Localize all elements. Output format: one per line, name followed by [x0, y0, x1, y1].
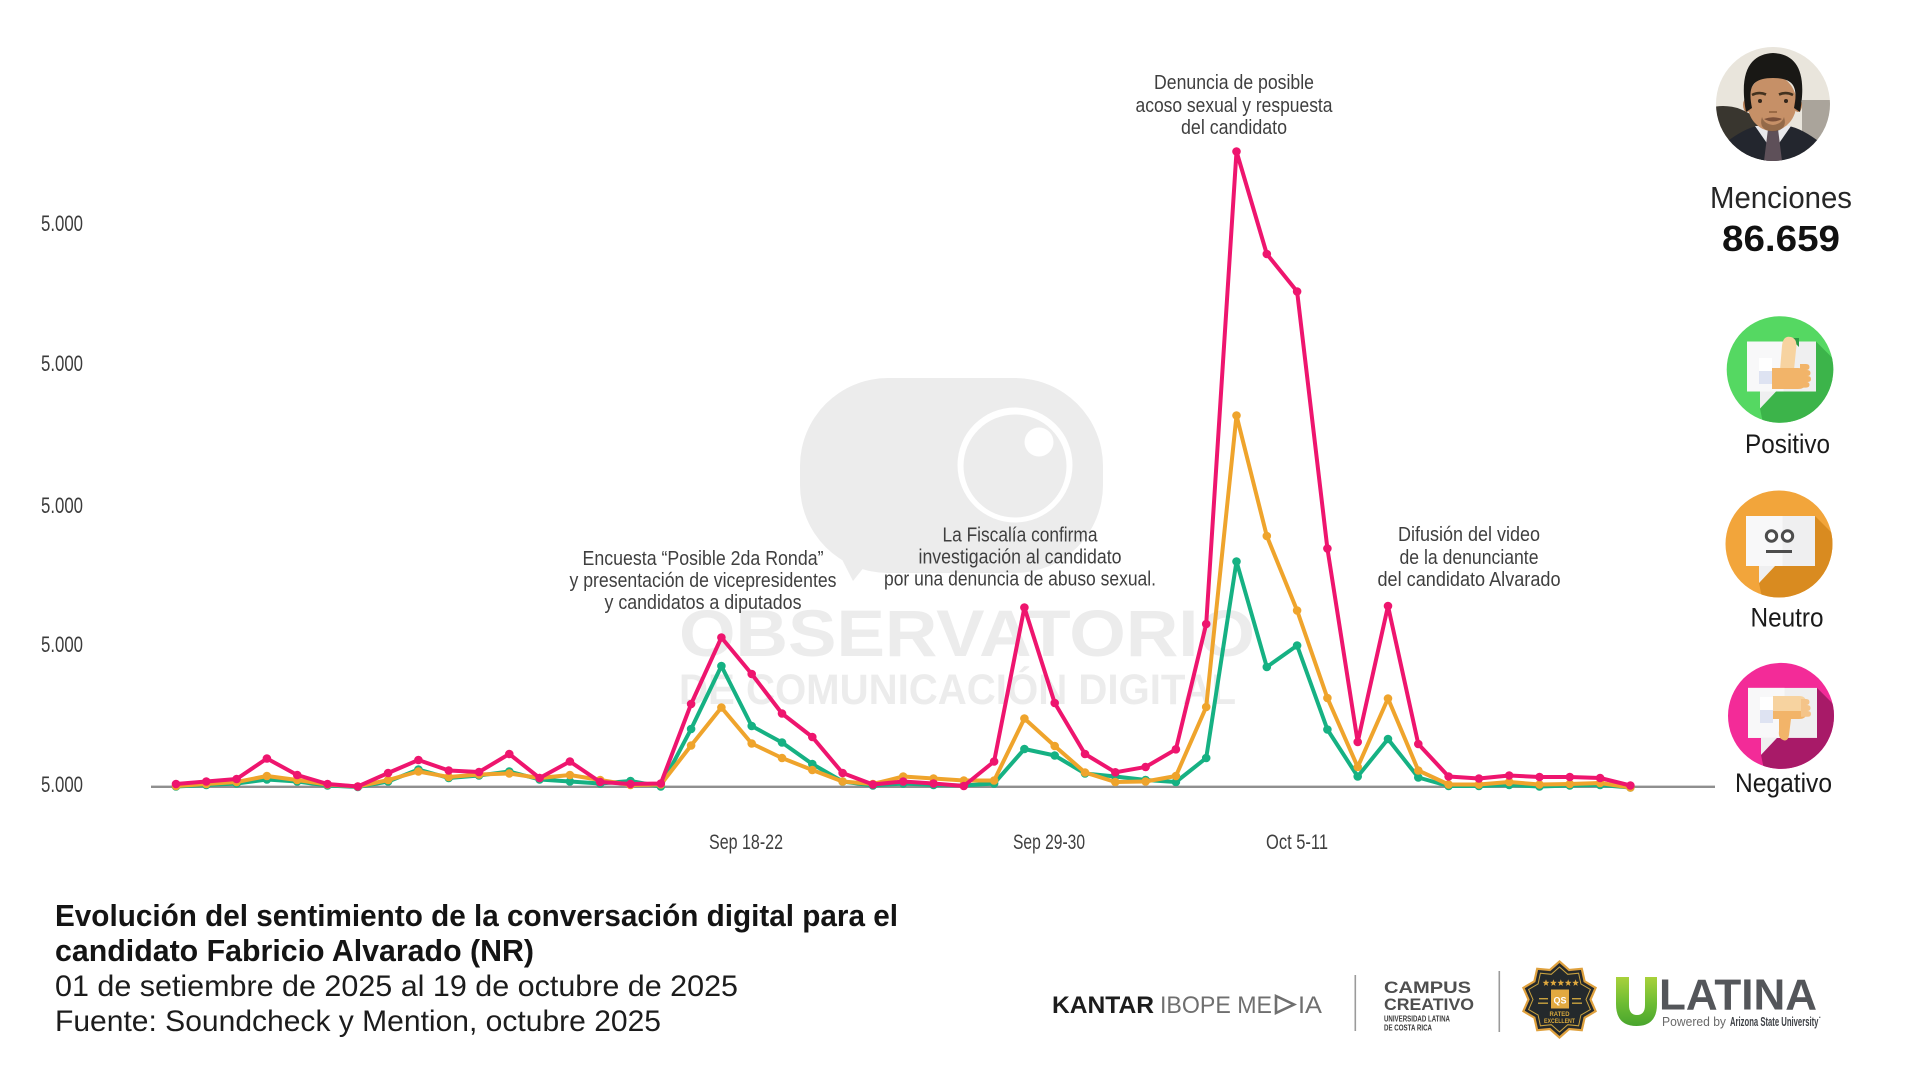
svg-text:LATINA: LATINA [1659, 971, 1817, 1020]
svg-text:La Fiscalía confirma: La Fiscalía confirma [943, 525, 1099, 547]
svg-text:DE COSTA RICA: DE COSTA RICA [1384, 1023, 1432, 1033]
svg-text:del candidato Alvarado: del candidato Alvarado [1378, 569, 1561, 591]
svg-text:QS: QS [1554, 996, 1567, 1007]
svg-text:OBSERVATORIO: OBSERVATORIO [679, 596, 1255, 670]
svg-text:y candidatos a diputados: y candidatos a diputados [605, 592, 802, 614]
svg-text:01 de setiembre de 2025 al 19: 01 de setiembre de 2025 al 19 de octubre… [55, 970, 738, 1003]
svg-text:Positivo: Positivo [1745, 429, 1830, 459]
svg-text:EXCELLENT: EXCELLENT [1544, 1019, 1575, 1025]
svg-text:investigación al candidato: investigación al candidato [919, 547, 1122, 569]
svg-text:de la denunciante: de la denunciante [1400, 547, 1539, 569]
svg-text:Powered by: Powered by [1662, 1015, 1727, 1029]
svg-text:5.000: 5.000 [41, 493, 83, 518]
svg-text:Denuncia de posible: Denuncia de posible [1154, 72, 1314, 94]
svg-text:KANTAR: KANTAR [1052, 992, 1154, 1019]
svg-text:Sep 29-30: Sep 29-30 [1013, 831, 1085, 854]
svg-text:Neutro: Neutro [1751, 603, 1824, 633]
svg-text:CREATIVO: CREATIVO [1384, 995, 1474, 1014]
svg-text:Arizona State University˙: Arizona State University˙ [1730, 1014, 1821, 1029]
svg-text:Evolución del sentimiento de l: Evolución del sentimiento de la conversa… [55, 898, 898, 933]
svg-text:DE COMUNICACIÓN DIGITAL: DE COMUNICACIÓN DIGITAL [679, 665, 1236, 714]
svg-text:Menciones: Menciones [1710, 180, 1852, 215]
svg-text:Fuente: Soundcheck y Mention,: Fuente: Soundcheck y Mention, octubre 20… [55, 1005, 661, 1038]
svg-text:RATED: RATED [1550, 1012, 1571, 1018]
svg-text:del candidato: del candidato [1181, 117, 1287, 139]
svg-text:5.000: 5.000 [41, 632, 83, 657]
svg-text:acoso sexual y respuesta: acoso sexual y respuesta [1136, 95, 1334, 117]
svg-text:UNIVERSIDAD LATINA: UNIVERSIDAD LATINA [1384, 1014, 1450, 1024]
svg-text:5.000: 5.000 [41, 351, 83, 376]
svg-text:y presentación de vicepresiden: y presentación de vicepresidentes [570, 570, 837, 592]
svg-text:por una denuncia de abuso sexu: por una denuncia de abuso sexual. [884, 569, 1156, 591]
svg-text:5.000: 5.000 [41, 211, 83, 236]
svg-text:86.659: 86.659 [1722, 218, 1840, 259]
svg-text:IA: IA [1298, 992, 1322, 1019]
svg-text:Encuesta “Posible 2da Ronda”: Encuesta “Posible 2da Ronda” [583, 548, 824, 570]
svg-text:5.000: 5.000 [41, 772, 83, 797]
svg-text:Difusión del video: Difusión del video [1398, 524, 1540, 546]
svg-text:Negativo: Negativo [1735, 768, 1832, 798]
svg-text:IBOPE ME: IBOPE ME [1160, 992, 1272, 1019]
svg-text:Oct 5-11: Oct 5-11 [1266, 831, 1328, 854]
svg-text:candidato Fabricio Alvarado (N: candidato Fabricio Alvarado (NR) [55, 933, 534, 968]
svg-text:Sep 18-22: Sep 18-22 [709, 831, 783, 854]
svg-text:CAMPUS: CAMPUS [1384, 978, 1471, 997]
